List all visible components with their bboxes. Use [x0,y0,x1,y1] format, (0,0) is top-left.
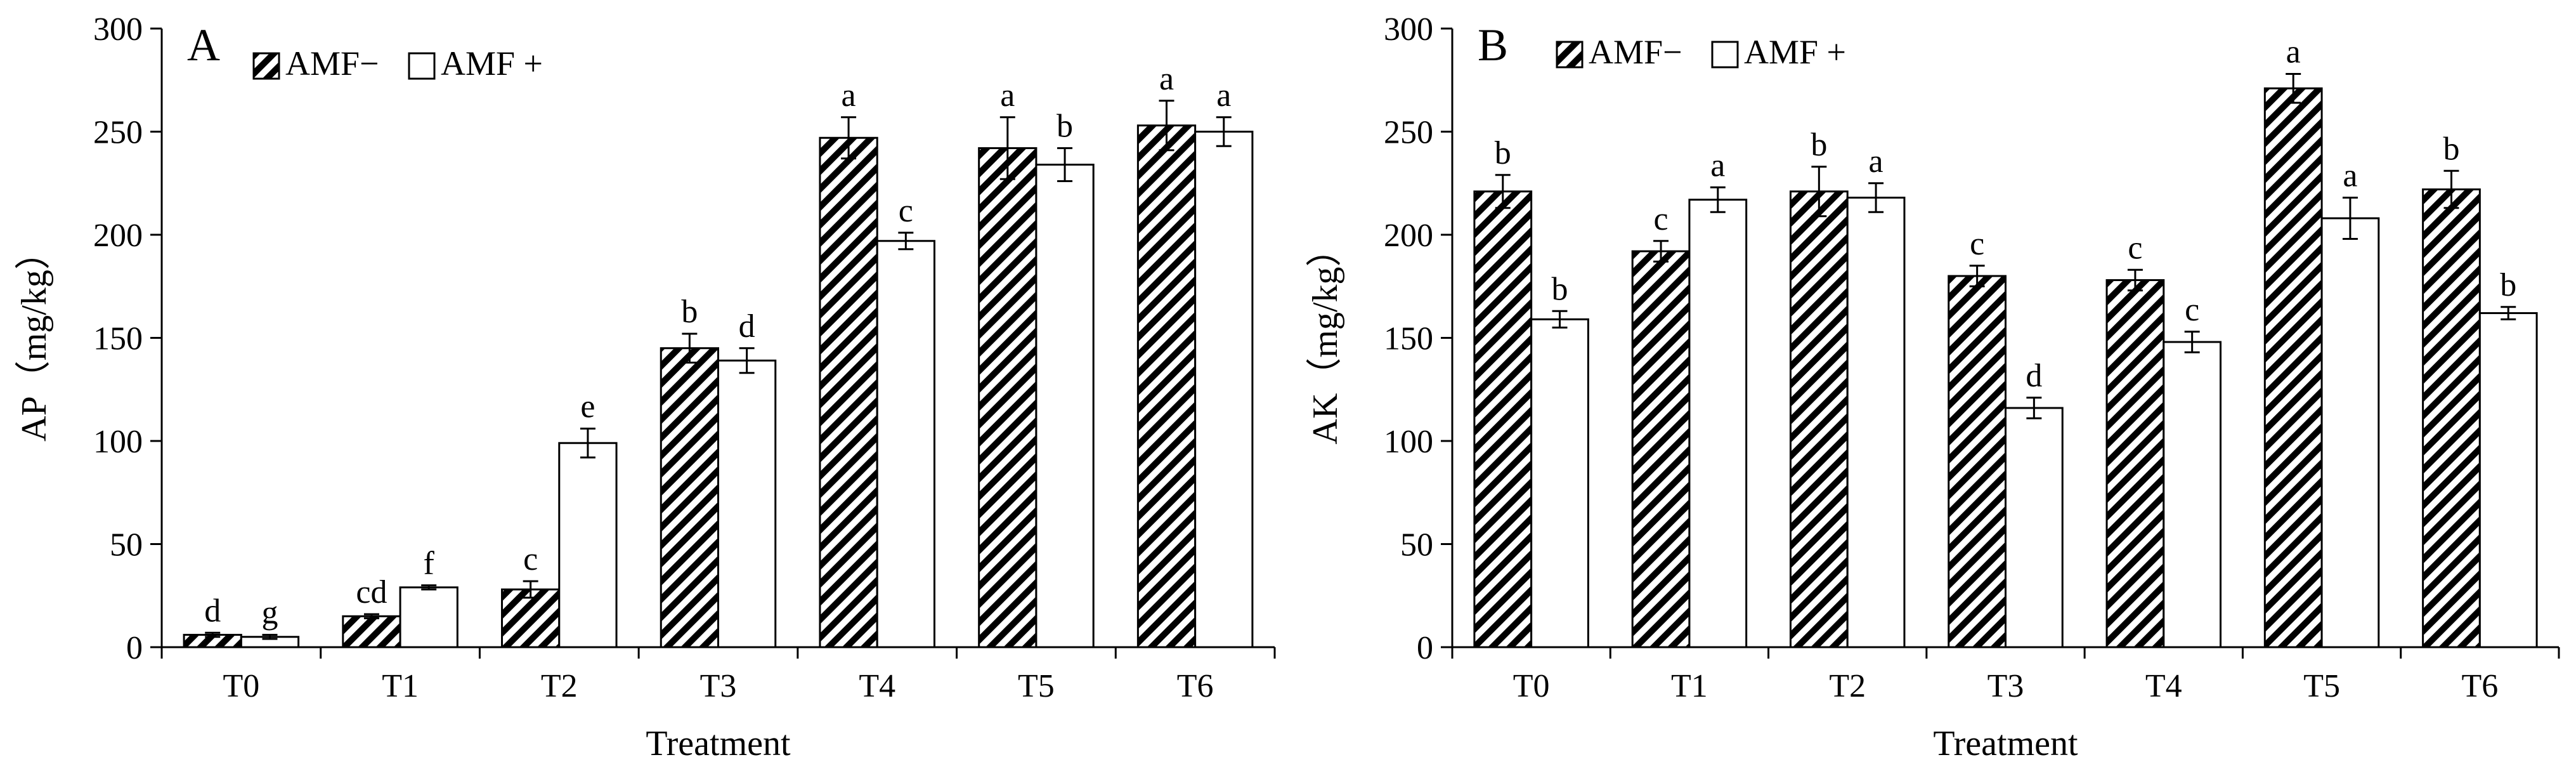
significance-letter: d [204,593,221,629]
y-tick-label: 100 [93,424,143,460]
significance-letter: a [1869,143,1883,180]
significance-letter: cd [356,574,387,610]
significance-letter: d [2026,358,2042,394]
bar-amf-minus [1631,250,1691,648]
y-tick-label: 200 [93,218,143,254]
bar-amf-minus [1473,190,1533,648]
bar-amf-minus [660,347,719,648]
significance-letter: a [1159,61,1174,97]
y-tick-label: 0 [126,630,143,666]
legend-swatch-amf-plus [1711,41,1739,69]
x-tick-label: T2 [541,668,578,704]
y-axis-title: AK（mg/kg） [1306,232,1345,445]
x-tick-label: T5 [1018,668,1055,704]
bar-amf-plus [717,359,777,648]
legend-swatch-amf-plus [408,52,436,80]
x-tick-label: T1 [1671,668,1708,704]
x-tick-label: T4 [859,668,895,704]
significance-letter: a [1710,147,1725,183]
bar-amf-minus [2263,87,2323,648]
bar-amf-plus [1035,164,1095,648]
bar-amf-minus [978,147,1038,648]
significance-letter: c [523,541,538,577]
bar-amf-plus [2163,341,2222,648]
y-tick-label: 300 [93,11,143,48]
bar-amf-plus [876,240,935,648]
bar-amf-plus [2320,217,2380,648]
x-tick-label: T0 [223,668,259,704]
x-axis-title: Treatment [646,724,791,763]
significance-letter: c [1970,226,1984,262]
legend-label-amf-minus: AMF− [285,44,379,82]
x-tick-label: T4 [2145,668,2182,704]
panel-b-chart: 0 50 100 150 200 250 300 T0 T1 T2 T3 T4 T5 T6 b c b c c a b b… [1306,11,2560,763]
bar-amf-plus [1846,197,1906,648]
significance-letter: b [1057,108,1073,145]
bar-amf-minus [1136,124,1197,648]
x-tick-label: T1 [382,668,419,704]
significance-letter: b [2500,267,2516,303]
significance-letter: e [580,389,595,425]
bar-amf-minus [2105,279,2165,648]
significance-letter: b [681,294,698,330]
y-tick-label: 150 [93,321,143,357]
panel-label: B [1478,20,1508,70]
bar-amf-plus [2478,312,2538,648]
y-tick-label: 250 [93,115,143,151]
significance-letter: b [1552,271,1568,307]
significance-letter: c [2128,230,2142,266]
legend-label-amf-minus: AMF− [1589,33,1682,71]
significance-letter: b [1495,135,1511,171]
significance-letter: a [1216,77,1231,114]
bar-amf-minus [501,588,561,648]
bar-amf-minus [1789,190,1849,648]
legend-swatch-amf-minus [252,52,280,80]
significance-letter: a [842,77,856,114]
x-tick-label: T5 [2303,668,2340,704]
y-tick-label: 0 [1417,630,1433,666]
x-tick-label: T6 [2461,668,2498,704]
x-tick-label: T6 [1177,668,1214,704]
y-tick-label: 50 [110,527,143,563]
significance-letter: a [2286,34,2301,70]
significance-letter: b [2443,131,2459,167]
y-tick-label: 300 [1384,11,1433,48]
significance-letter: a [1000,77,1015,114]
bar-amf-plus [1194,131,1254,648]
significance-letter: d [739,308,755,345]
x-tick-label: T3 [1987,668,2024,704]
bar-amf-plus [1530,318,1589,648]
significance-letter: c [1654,201,1669,237]
x-tick-label: T2 [1829,668,1866,704]
bar-amf-minus [342,615,401,648]
significance-letter: g [261,595,278,631]
significance-letter: c [899,193,913,229]
significance-letter: c [2185,292,2199,328]
bar-amf-plus [399,586,459,648]
bar-amf-minus [2422,188,2481,648]
bar-amf-plus [2005,407,2064,648]
y-tick-label: 100 [1384,424,1433,460]
legend-label-amf-plus: AMF + [441,44,543,82]
bar-amf-minus [1948,275,2007,648]
legend-label-amf-plus: AMF + [1744,33,1846,71]
bar-amf-plus [1688,199,1748,648]
legend-swatch-amf-minus [1556,41,1584,69]
y-tick-label: 50 [1400,527,1433,563]
y-tick-label: 150 [1384,321,1433,357]
bar-amf-plus [558,442,618,648]
x-axis-title: Treatment [1933,724,2078,763]
y-axis-title: AP（mg/kg） [15,234,54,442]
y-tick-label: 200 [1384,218,1433,254]
bar-amf-minus [819,136,878,648]
panel-label: A [187,20,220,70]
significance-letter: a [2343,158,2357,194]
x-tick-label: T3 [700,668,737,704]
significance-letter: b [1811,127,1827,163]
significance-letter: f [424,546,435,582]
y-tick-label: 250 [1384,115,1433,151]
x-tick-label: T0 [1513,668,1550,704]
